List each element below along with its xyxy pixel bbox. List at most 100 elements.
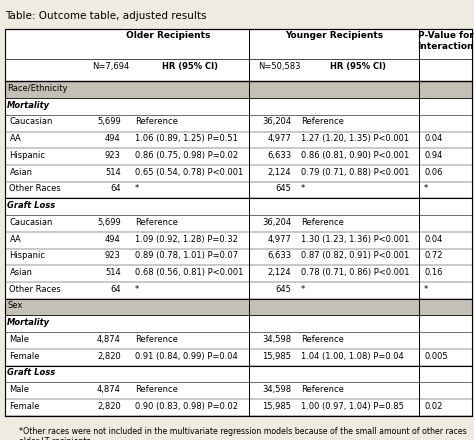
Text: 0.68 (0.56, 0.81) P<0.001: 0.68 (0.56, 0.81) P<0.001 <box>135 268 244 277</box>
Text: Female: Female <box>9 402 40 411</box>
Text: *: * <box>135 285 139 293</box>
Bar <box>5 165 472 182</box>
Bar <box>5 299 472 315</box>
Text: 514: 514 <box>105 268 121 277</box>
Text: 0.79 (0.71, 0.88) P<0.001: 0.79 (0.71, 0.88) P<0.001 <box>301 168 410 176</box>
Text: Caucasian: Caucasian <box>9 218 53 227</box>
Text: 2,124: 2,124 <box>268 168 292 176</box>
Text: P-Value for
Interaction: P-Value for Interaction <box>417 31 474 51</box>
Text: N=50,583: N=50,583 <box>258 62 301 70</box>
Text: *: * <box>301 285 305 293</box>
Text: Reference: Reference <box>301 385 344 394</box>
Text: Reference: Reference <box>135 385 178 394</box>
Bar <box>5 115 472 132</box>
Text: 0.16: 0.16 <box>424 268 443 277</box>
Text: 0.91 (0.84, 0.99) P=0.04: 0.91 (0.84, 0.99) P=0.04 <box>135 352 238 360</box>
Text: Asian: Asian <box>9 168 33 176</box>
Bar <box>5 215 472 232</box>
Text: 494: 494 <box>105 134 121 143</box>
Text: 0.94: 0.94 <box>424 151 443 160</box>
Bar <box>5 315 472 332</box>
Text: 1.09 (0.92, 1.28) P=0.32: 1.09 (0.92, 1.28) P=0.32 <box>135 235 238 243</box>
Text: Male: Male <box>9 335 29 344</box>
Text: *: * <box>424 184 428 193</box>
Text: 0.90 (0.83, 0.98) P=0.02: 0.90 (0.83, 0.98) P=0.02 <box>135 402 238 411</box>
Text: Other Races: Other Races <box>9 285 61 293</box>
Text: 0.86 (0.75, 0.98) P=0.02: 0.86 (0.75, 0.98) P=0.02 <box>135 151 238 160</box>
Text: 34,598: 34,598 <box>263 385 292 394</box>
Text: Hispanic: Hispanic <box>9 251 46 260</box>
Text: Reference: Reference <box>301 117 344 126</box>
Text: 645: 645 <box>276 184 292 193</box>
Text: 0.65 (0.54, 0.78) P<0.001: 0.65 (0.54, 0.78) P<0.001 <box>135 168 243 176</box>
Text: 1.06 (0.89, 1.25) P=0.51: 1.06 (0.89, 1.25) P=0.51 <box>135 134 238 143</box>
Text: AA: AA <box>9 235 21 243</box>
Text: 2,820: 2,820 <box>97 402 121 411</box>
Text: 645: 645 <box>276 285 292 293</box>
Text: Reference: Reference <box>301 335 344 344</box>
Bar <box>5 182 472 198</box>
Text: 4,874: 4,874 <box>97 335 121 344</box>
Text: 64: 64 <box>110 285 121 293</box>
Text: *: * <box>424 285 428 293</box>
Text: HR (95% CI): HR (95% CI) <box>162 62 218 70</box>
Text: 0.89 (0.78, 1.01) P=0.07: 0.89 (0.78, 1.01) P=0.07 <box>135 251 238 260</box>
Text: *: * <box>135 184 139 193</box>
Text: 0.87 (0.82, 0.91) P<0.001: 0.87 (0.82, 0.91) P<0.001 <box>301 251 409 260</box>
Text: 6,633: 6,633 <box>267 251 292 260</box>
Bar <box>5 132 472 148</box>
Text: Race/Ethnicity: Race/Ethnicity <box>7 84 68 93</box>
Text: 34,598: 34,598 <box>263 335 292 344</box>
Text: Sex: Sex <box>7 301 22 310</box>
Text: 15,985: 15,985 <box>263 402 292 411</box>
Text: Reference: Reference <box>301 218 344 227</box>
Text: 0.04: 0.04 <box>424 235 443 243</box>
Text: 0.04: 0.04 <box>424 134 443 143</box>
Bar <box>5 332 472 349</box>
Text: 0.005: 0.005 <box>424 352 448 360</box>
Text: 514: 514 <box>105 168 121 176</box>
Text: 1.27 (1.20, 1.35) P<0.001: 1.27 (1.20, 1.35) P<0.001 <box>301 134 409 143</box>
Bar <box>5 399 472 416</box>
Text: 4,874: 4,874 <box>97 385 121 394</box>
Text: 5,699: 5,699 <box>97 218 121 227</box>
Text: Female: Female <box>9 352 40 360</box>
Text: 0.06: 0.06 <box>424 168 443 176</box>
Text: Mortality: Mortality <box>7 101 50 110</box>
Text: 2,124: 2,124 <box>268 268 292 277</box>
Text: Table: Outcome table, adjusted results: Table: Outcome table, adjusted results <box>5 11 206 21</box>
Text: 1.30 (1.23, 1.36) P<0.001: 1.30 (1.23, 1.36) P<0.001 <box>301 235 410 243</box>
Text: Hispanic: Hispanic <box>9 151 46 160</box>
Bar <box>5 198 472 215</box>
Bar <box>5 29 472 416</box>
Text: Asian: Asian <box>9 268 33 277</box>
Text: Graft Loss: Graft Loss <box>7 201 55 210</box>
Text: 0.02: 0.02 <box>424 402 443 411</box>
Text: 64: 64 <box>110 184 121 193</box>
Text: Reference: Reference <box>135 117 178 126</box>
Text: 36,204: 36,204 <box>263 117 292 126</box>
Text: Reference: Reference <box>135 335 178 344</box>
Text: 15,985: 15,985 <box>263 352 292 360</box>
Bar <box>5 59 472 81</box>
Bar <box>5 29 472 59</box>
Text: Male: Male <box>9 385 29 394</box>
Text: Reference: Reference <box>135 218 178 227</box>
Text: 5,699: 5,699 <box>97 117 121 126</box>
Text: 0.86 (0.81, 0.90) P<0.001: 0.86 (0.81, 0.90) P<0.001 <box>301 151 409 160</box>
Text: 6,633: 6,633 <box>267 151 292 160</box>
Text: 0.72: 0.72 <box>424 251 443 260</box>
Bar <box>5 349 472 366</box>
Text: 1.04 (1.00, 1.08) P=0.04: 1.04 (1.00, 1.08) P=0.04 <box>301 352 404 360</box>
Text: 4,977: 4,977 <box>268 235 292 243</box>
Text: Caucasian: Caucasian <box>9 117 53 126</box>
Text: Graft Loss: Graft Loss <box>7 368 55 377</box>
Text: Older Recipients: Older Recipients <box>126 31 210 40</box>
Text: 0.78 (0.71, 0.86) P<0.001: 0.78 (0.71, 0.86) P<0.001 <box>301 268 410 277</box>
Text: AA: AA <box>9 134 21 143</box>
Text: Mortality: Mortality <box>7 318 50 327</box>
Bar <box>5 382 472 399</box>
Bar <box>5 366 472 382</box>
Text: 494: 494 <box>105 235 121 243</box>
Text: *Other races were not included in the multivariate regression models because of : *Other races were not included in the mu… <box>19 427 467 440</box>
